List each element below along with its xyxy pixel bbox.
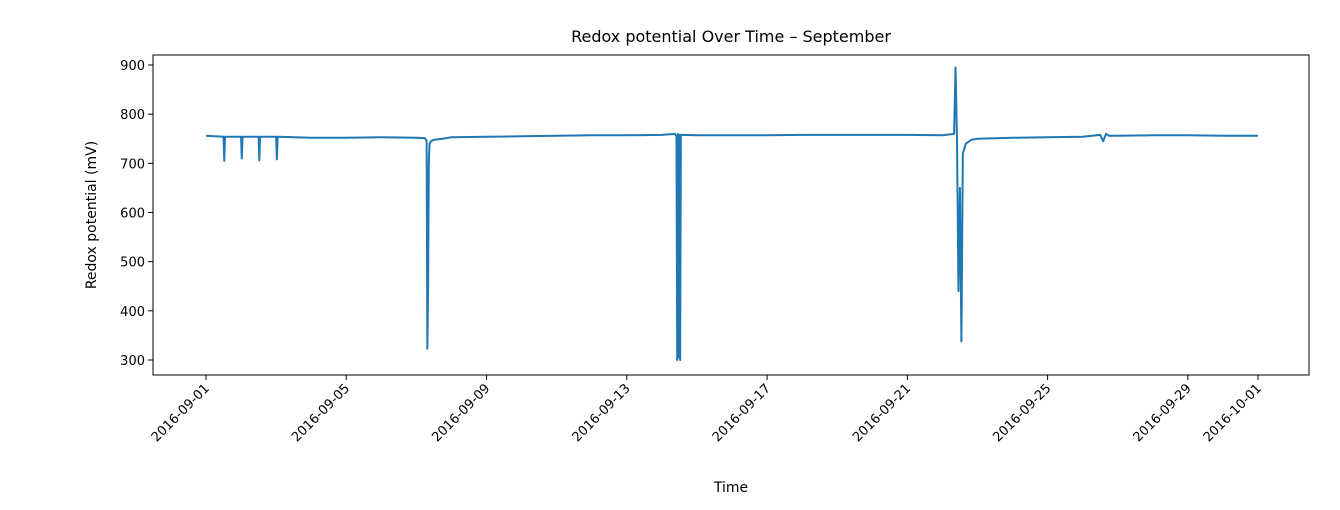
x-tick-label: 2016-09-25	[990, 381, 1054, 445]
y-tick-label: 600	[120, 207, 145, 222]
x-tick-label: 2016-09-09	[429, 381, 493, 445]
y-tick-label: 800	[120, 108, 145, 123]
x-tick-label: 2016-09-29	[1131, 381, 1195, 445]
chart-title: Redox potential Over Time – September	[571, 27, 891, 46]
x-tick-label: 2016-09-01	[149, 381, 213, 445]
x-tick-label: 2016-09-13	[570, 381, 634, 445]
x-tick-label: 2016-09-21	[850, 381, 914, 445]
plot-area	[153, 55, 1309, 375]
plot-series-group	[205, 66, 1258, 361]
x-tick-label: 2016-09-17	[710, 381, 774, 445]
y-axis-label: Redox potential (mV)	[84, 141, 100, 289]
x-tick-label: 2016-09-05	[289, 381, 353, 445]
x-tick-label: 2016-10-01	[1201, 381, 1265, 445]
y-tick-label: 500	[120, 256, 145, 271]
series-line-0	[205, 66, 1258, 361]
y-axis: 300 400 500 600 700 800 900	[120, 59, 153, 369]
plot-frame	[152, 54, 1310, 376]
x-axis: 2016-09-01 2016-09-05 2016-09-09 2016-09-13…	[149, 375, 1265, 445]
y-tick-label: 900	[120, 59, 145, 74]
y-tick-label: 700	[120, 157, 145, 172]
x-axis-label: Time	[713, 480, 748, 496]
y-tick-label: 400	[120, 305, 145, 320]
y-tick-label: 300	[120, 354, 145, 369]
